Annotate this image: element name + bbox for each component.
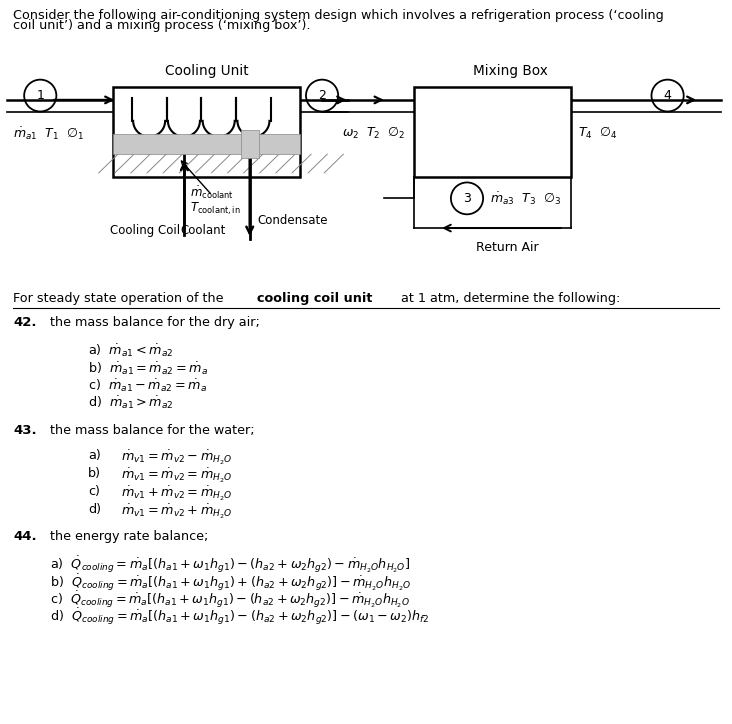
- Text: coil unit’) and a mixing process (‘mixing box’).: coil unit’) and a mixing process (‘mixin…: [13, 19, 310, 32]
- Text: $\dot{m}_{v1} + \dot{m}_{v2} = \dot{m}_{H_2O}$: $\dot{m}_{v1} + \dot{m}_{v2} = \dot{m}_{…: [121, 485, 232, 503]
- Text: Cooling Unit: Cooling Unit: [165, 64, 249, 78]
- Text: Return Air: Return Air: [476, 241, 538, 254]
- Text: $\dot{m}_{\mathrm{coolant}}$: $\dot{m}_{\mathrm{coolant}}$: [190, 185, 234, 201]
- Bar: [414, 87, 571, 177]
- Text: b)  $\dot{Q}_{cooling} = \dot{m}_a[(h_{a1} + \omega_1 h_{g1}) + (h_{a2} + \omega: b) $\dot{Q}_{cooling} = \dot{m}_a[(h_{a1…: [50, 572, 411, 592]
- Text: 43.: 43.: [13, 424, 37, 437]
- Text: Cooling Coil: Cooling Coil: [110, 224, 180, 237]
- Text: the mass balance for the water;: the mass balance for the water;: [50, 424, 255, 437]
- Text: 1: 1: [37, 89, 44, 102]
- Text: 42.: 42.: [13, 316, 37, 329]
- Text: c): c): [88, 485, 100, 498]
- Text: 44.: 44.: [13, 530, 37, 543]
- Text: 4: 4: [664, 89, 671, 102]
- Text: d): d): [88, 503, 101, 516]
- Text: $T_4$  $\emptyset_4$: $T_4$ $\emptyset_4$: [578, 125, 618, 141]
- Text: c)  $\dot{Q}_{cooling} = \dot{m}_a[(h_{a1} + \omega_1 h_{g1}) - (h_{a2} + \omega: c) $\dot{Q}_{cooling} = \dot{m}_a[(h_{a1…: [50, 589, 410, 610]
- Text: a)  $\dot{Q}_{cooling} = \dot{m}_a[(h_{a1} + \omega_1 h_{g1}) - (h_{a2} + \omega: a) $\dot{Q}_{cooling} = \dot{m}_a[(h_{a1…: [50, 555, 410, 575]
- Bar: [113, 134, 300, 154]
- Text: b): b): [88, 467, 101, 480]
- Text: c)  $\dot{m}_{a1} - \dot{m}_{a2} = \dot{m}_a$: c) $\dot{m}_{a1} - \dot{m}_{a2} = \dot{m…: [88, 377, 206, 394]
- Text: $\dot{m}_{v1} = \dot{m}_{v2} - \dot{m}_{H_2O}$: $\dot{m}_{v1} = \dot{m}_{v2} - \dot{m}_{…: [121, 449, 232, 467]
- Text: b)  $\dot{m}_{a1} = \dot{m}_{a2} = \dot{m}_a$: b) $\dot{m}_{a1} = \dot{m}_{a2} = \dot{m…: [88, 360, 208, 376]
- Text: a): a): [88, 449, 100, 462]
- Text: Coolant: Coolant: [181, 224, 226, 237]
- Text: the mass balance for the dry air;: the mass balance for the dry air;: [50, 316, 260, 329]
- Text: d)  $\dot{Q}_{cooling} = \dot{m}_a[(h_{a1} + \omega_1 h_{g1}) - (h_{a2} + \omega: d) $\dot{Q}_{cooling} = \dot{m}_a[(h_{a1…: [50, 607, 429, 627]
- Text: $\dot{m}_{a3}$  $T_3$  $\emptyset_3$: $\dot{m}_{a3}$ $T_3$ $\emptyset_3$: [490, 190, 561, 206]
- Text: $\dot{m}_{a1}$  $T_1$  $\emptyset_1$: $\dot{m}_{a1}$ $T_1$ $\emptyset_1$: [13, 125, 84, 142]
- Text: 3: 3: [463, 192, 471, 205]
- Text: Condensate: Condensate: [257, 214, 327, 227]
- Text: d)  $\dot{m}_{a1} > \dot{m}_{a2}$: d) $\dot{m}_{a1} > \dot{m}_{a2}$: [88, 395, 173, 411]
- Text: cooling coil unit: cooling coil unit: [257, 292, 373, 305]
- Text: Consider the following air-conditioning system design which involves a refrigera: Consider the following air-conditioning …: [13, 9, 664, 22]
- Text: $T_{\mathrm{coolant,in}}$: $T_{\mathrm{coolant,in}}$: [190, 201, 241, 217]
- Text: $\omega_2$  $T_2$  $\emptyset_2$: $\omega_2$ $T_2$ $\emptyset_2$: [342, 125, 406, 141]
- Bar: [113, 87, 300, 177]
- Text: For steady state operation of the: For steady state operation of the: [13, 292, 228, 305]
- Text: $\dot{m}_{v1} = \dot{m}_{v2} = \dot{m}_{H_2O}$: $\dot{m}_{v1} = \dot{m}_{v2} = \dot{m}_{…: [121, 467, 232, 485]
- Bar: [241, 130, 259, 158]
- Text: Mixing Box: Mixing Box: [473, 64, 548, 78]
- Text: 2: 2: [318, 89, 326, 102]
- Text: a)  $\dot{m}_{a1} < \dot{m}_{a2}$: a) $\dot{m}_{a1} < \dot{m}_{a2}$: [88, 342, 173, 359]
- Text: $\dot{m}_{v1} = \dot{m}_{v2} + \dot{m}_{H_2O}$: $\dot{m}_{v1} = \dot{m}_{v2} + \dot{m}_{…: [121, 503, 232, 521]
- Text: at 1 atm, determine the following:: at 1 atm, determine the following:: [397, 292, 621, 305]
- Text: the energy rate balance;: the energy rate balance;: [50, 530, 208, 543]
